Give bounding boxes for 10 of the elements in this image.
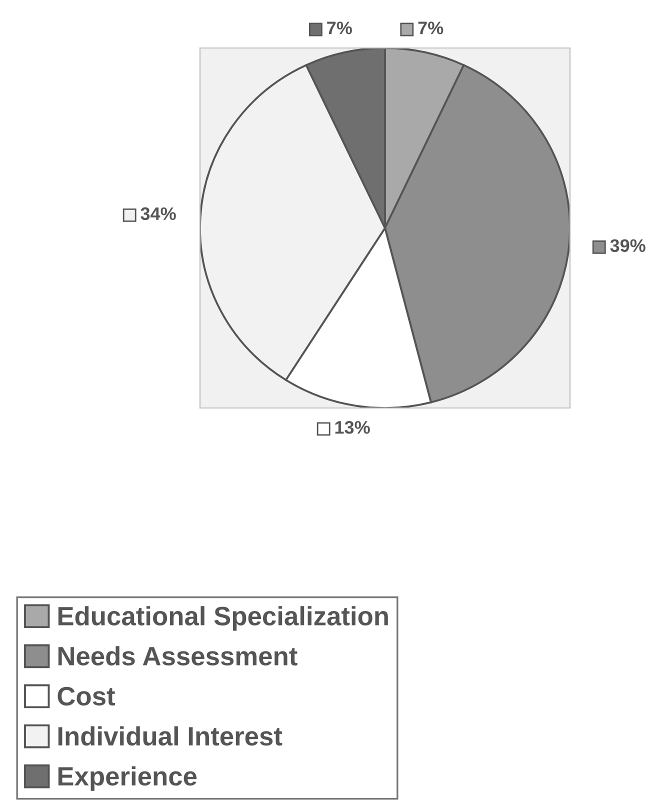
legend-label: Educational Specialization [58, 606, 388, 631]
data-label: 7% [327, 22, 352, 34]
legend-label: Experience [58, 766, 197, 791]
data-label: 34% [140, 207, 176, 220]
data-label: 13% [335, 420, 370, 434]
legend-label: Needs Assessment [58, 646, 298, 666]
data-label: 39% [610, 239, 646, 252]
data-label: 7% [418, 22, 444, 34]
legend-label: Cost [58, 686, 115, 706]
legend-label: Individual Interest [58, 726, 282, 746]
